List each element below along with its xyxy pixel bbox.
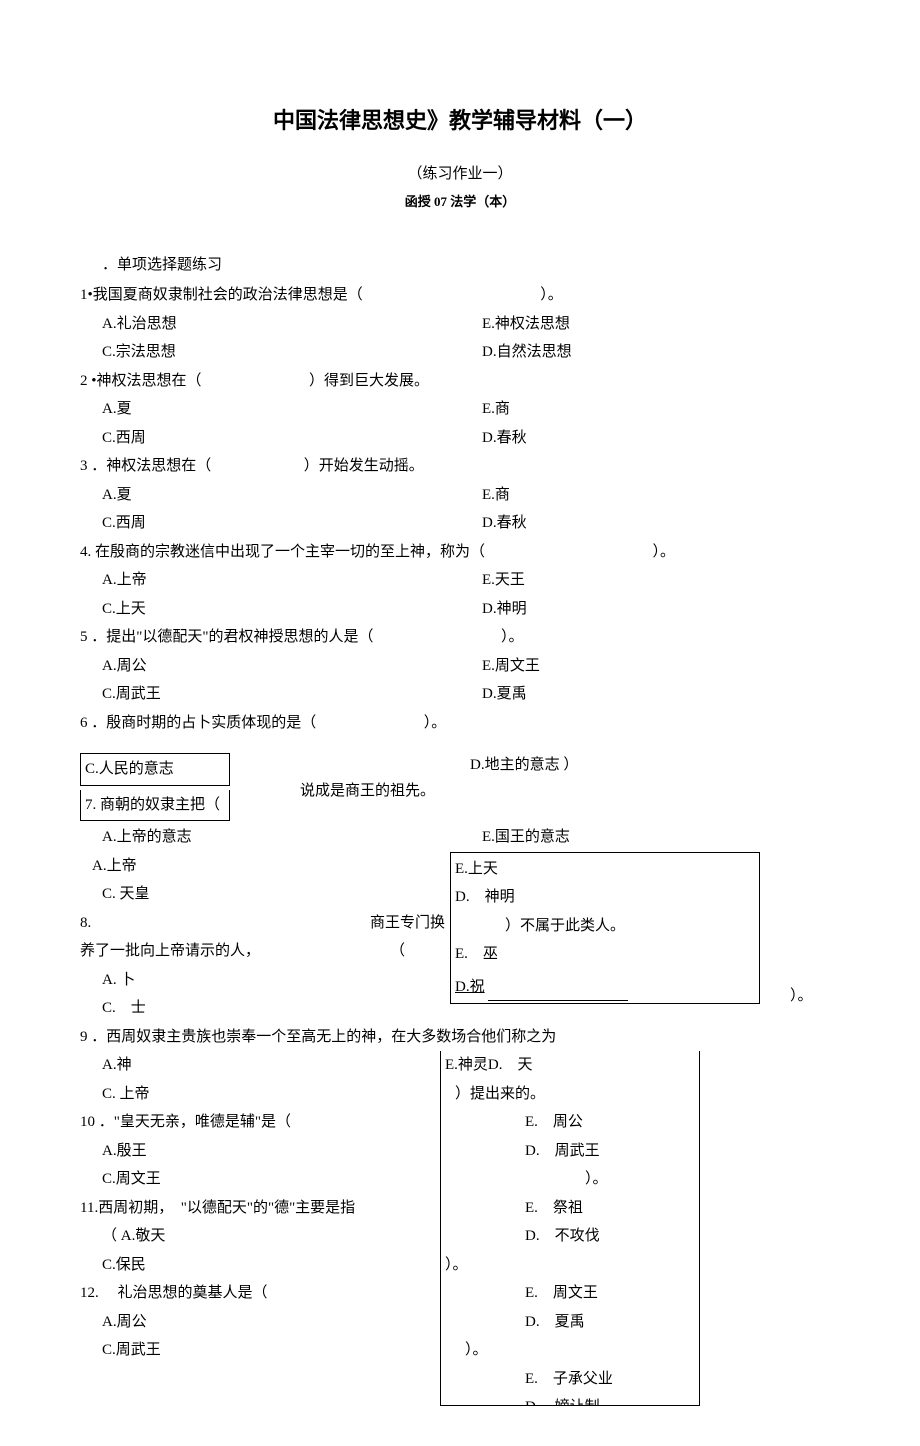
q8-stem1: 8. xyxy=(80,909,370,938)
q4-opt-c: C.上天 xyxy=(80,595,482,624)
q3-opt-c: C.西周 xyxy=(80,509,482,538)
q7-opt-d: D. 神明 xyxy=(455,883,755,912)
q8-stem2: 商王专门换 xyxy=(370,909,445,938)
q5-opt-d: D.夏禹 xyxy=(482,680,862,709)
q2-opt-d: D.春秋 xyxy=(482,424,862,453)
q12-opt-c: C.周武王 xyxy=(80,1336,440,1365)
q10-opt-d: D. 周武王 xyxy=(445,1137,695,1166)
page-title: 中国法律思想史》教学辅导材料（一） xyxy=(80,100,840,142)
q5-stem: 5 ．提出"以德配天"的君权神授思想的人是（ ）。 xyxy=(80,623,840,652)
q8-opt-d: D.祝 xyxy=(450,971,760,1005)
q5-opt-b: E.周文王 xyxy=(482,652,862,681)
q5-opt-c: C.周武王 xyxy=(80,680,482,709)
q5-opt-a: A.周公 xyxy=(80,652,482,681)
q4-stem: 4. 在殷商的宗教迷信中出现了一个主宰一切的至上神，称为（ ）。 xyxy=(80,538,840,567)
q13-tail: ）。 xyxy=(445,1336,695,1365)
q7-tail: 说成是商王的祖先。 xyxy=(300,751,470,823)
q3-opt-b: E.商 xyxy=(482,481,862,510)
q10-opt-a: A.殷王 xyxy=(80,1137,440,1166)
q9-opt-a: A.神 xyxy=(80,1051,440,1080)
q13-opt-d: D. 嫡让制 xyxy=(445,1393,695,1405)
q6-stem: 6 ．殷商时期的占卜实质体现的是（ ）。 xyxy=(80,709,840,738)
section-heading: ．单项选择题练习 xyxy=(80,251,840,280)
q4-opt-d: D.神明 xyxy=(482,595,862,624)
q11-opt-b: E. 祭祖 xyxy=(445,1194,695,1223)
q1-opt-d: D.自然法思想 xyxy=(482,338,862,367)
q12-opt-a: A.周公 xyxy=(80,1308,440,1337)
q6-opt-b: E.国王的意志 xyxy=(482,823,862,852)
course-info: 函授 07 法学（本） xyxy=(80,190,840,215)
q2-opt-a: A.夏 xyxy=(80,395,482,424)
q4-opt-b: E.天王 xyxy=(482,566,862,595)
q2-stem: 2 •神权法思想在（ ）得到巨大发展。 xyxy=(80,367,840,396)
q9-tail-outer: ）。 xyxy=(760,852,840,1011)
q10-opt-c: C.周文王 xyxy=(80,1165,440,1194)
q7-stem-box: 7. 商朝的奴隶主把（ xyxy=(80,790,230,822)
q10-stem: 10 ．"皇天无亲，唯德是辅"是（ xyxy=(80,1108,440,1137)
q11-stem: 11.西周初期， "以德配天"的"德"主要是指 xyxy=(80,1194,440,1223)
q9-opt-b: E.神灵D. 天 xyxy=(445,1051,695,1080)
q10-tail: ）提出来的。 xyxy=(445,1080,695,1109)
q7-opt-c: C. 天皇 xyxy=(80,880,450,909)
q1-opt-b: E.神权法思想 xyxy=(482,310,862,339)
q2-opt-b: E.商 xyxy=(482,395,862,424)
q9-stem: 9 ．西周奴隶主贵族也崇奉一个至高无上的神，在大多数场合他们称之为 xyxy=(80,1023,840,1052)
q3-opt-a: A.夏 xyxy=(80,481,482,510)
q8-stem4: （ xyxy=(390,937,405,966)
q8-opt-c: C. 士 xyxy=(80,994,450,1023)
q10-opt-b: E. 周公 xyxy=(445,1108,695,1137)
q2-opt-c: C.西周 xyxy=(80,424,482,453)
q11-opt-d: D. 不攻伐 xyxy=(445,1222,695,1251)
q7-opt-b: E.上天 xyxy=(455,855,755,884)
q3-opt-d: D.春秋 xyxy=(482,509,862,538)
q8-tail: ）不属于此类人。 xyxy=(455,912,755,941)
q11-tail: ）。 xyxy=(445,1165,695,1194)
q8-stem3: 养了一批向上帝请示的人， xyxy=(80,937,390,966)
q3-stem: 3 ．神权法思想在（ ）开始发生动摇。 xyxy=(80,452,840,481)
q6-opt-d: D.地主的意志 ） xyxy=(470,751,840,780)
q6-opt-c-box: C.人民的意志 xyxy=(80,753,230,786)
q12-tail: ）。 xyxy=(445,1251,695,1280)
q4-opt-a: A.上帝 xyxy=(80,566,482,595)
q12-opt-d: D. 夏禹 xyxy=(445,1308,695,1337)
q8-opt-a: A. 卜 xyxy=(80,966,450,995)
q1-opt-c: C.宗法思想 xyxy=(80,338,482,367)
page-subtitle: （练习作业一） xyxy=(80,160,840,189)
q7-opt-a: A.上帝 xyxy=(70,852,450,881)
q11-opt-a: （ A.敬天 xyxy=(80,1222,440,1251)
q6-opt-a: A.上帝的意志 xyxy=(80,823,482,852)
q12-stem: 12. 礼治思想的奠基人是（ xyxy=(80,1279,440,1308)
q12-opt-b: E. 周文王 xyxy=(445,1279,695,1308)
q13-opt-b: E. 子承父业 xyxy=(445,1365,695,1394)
q8-opt-b: E. 巫 xyxy=(455,940,755,969)
q1-opt-a: A.礼治思想 xyxy=(80,310,482,339)
q1-stem: 1•我国夏商奴隶制社会的政治法律思想是（ ）。 xyxy=(80,281,840,310)
q11-opt-c: C.保民 xyxy=(80,1251,440,1280)
q9-opt-c: C. 上帝 xyxy=(80,1080,440,1109)
